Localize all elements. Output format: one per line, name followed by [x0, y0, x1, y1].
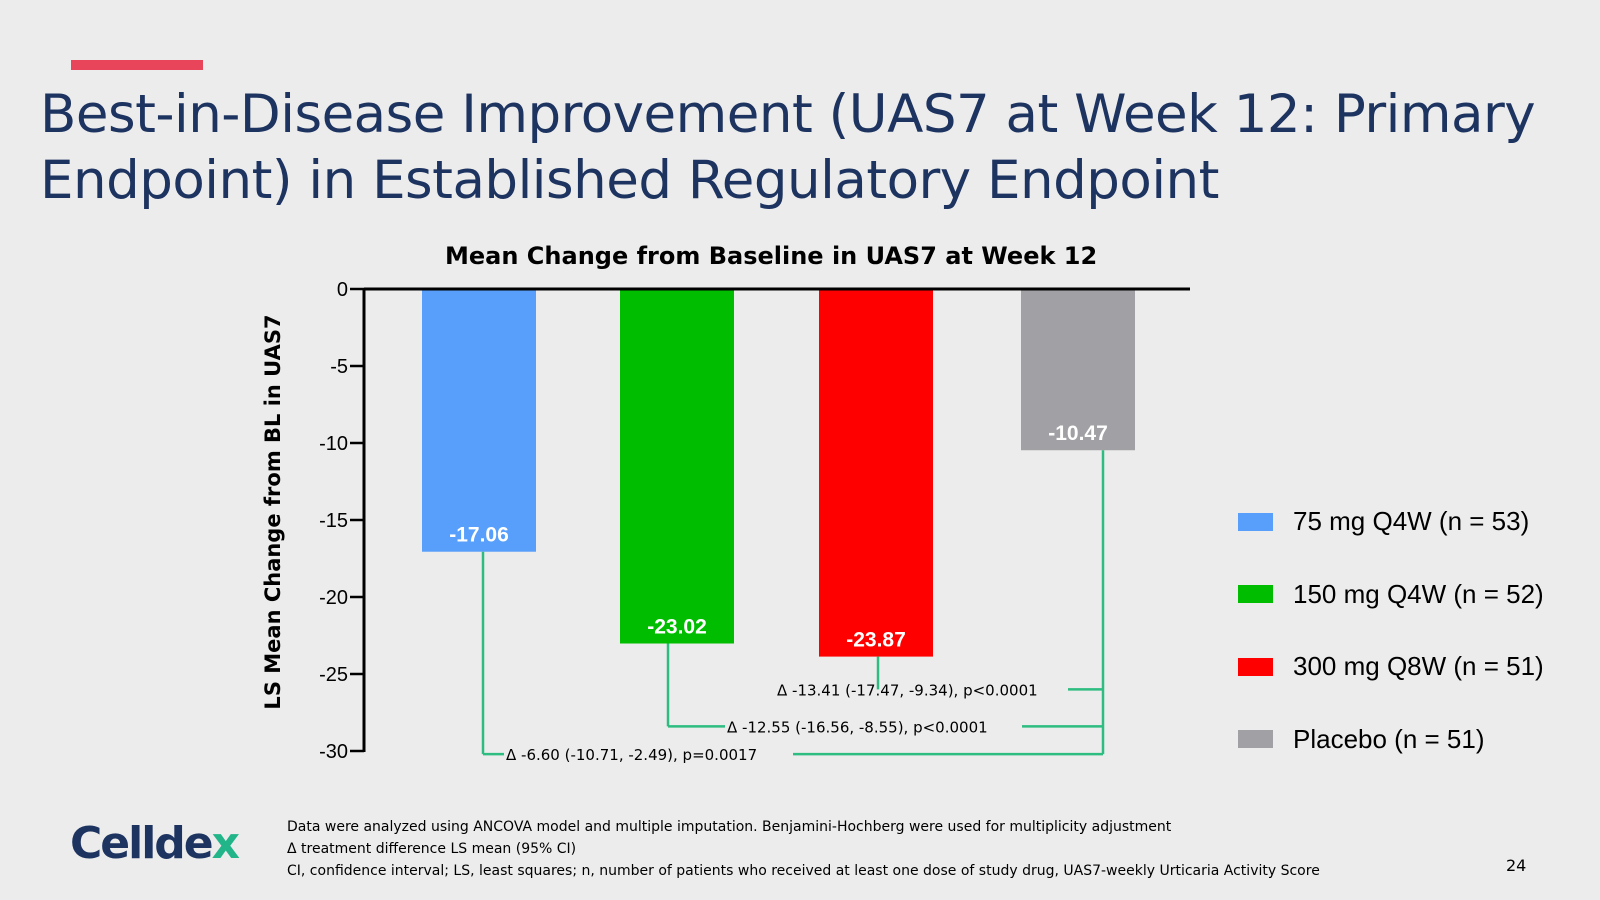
- bar-value-label: -10.47: [1048, 422, 1108, 445]
- title-accent-bar: [71, 60, 203, 70]
- bar: [1021, 289, 1135, 451]
- footnote-line: CI, confidence interval; LS, least squar…: [287, 863, 1320, 879]
- logo-text-x: x: [211, 818, 240, 869]
- bar: [422, 289, 536, 552]
- y-tick-label: -10: [319, 433, 348, 455]
- comparison-label: Δ -12.55 (-16.56, -8.55), p<0.0001: [727, 718, 988, 736]
- comparison-label: Δ -13.41 (-17.47, -9.34), p<0.0001: [777, 681, 1038, 699]
- legend-label: Placebo (n = 51): [1293, 723, 1485, 754]
- bar-value-label: -17.06: [449, 524, 509, 547]
- footnotes: Data were analyzed using ANCOVA model an…: [287, 816, 1467, 882]
- logo-text-main: Celld: [70, 818, 186, 869]
- legend-item: Placebo (n = 51): [1238, 724, 1485, 755]
- comparison-label: Δ -6.60 (-10.71, -2.49), p=0.0017: [506, 746, 757, 764]
- y-tick-label: 0: [337, 279, 348, 301]
- y-tick-label: -20: [319, 587, 348, 609]
- legend-item: 75 mg Q4W (n = 53): [1238, 506, 1529, 537]
- footnote-line: Data were analyzed using ANCOVA model an…: [287, 819, 1172, 835]
- footnote-line: Δ treatment difference LS mean (95% CI): [287, 841, 577, 857]
- page-number: 24: [1506, 856, 1527, 875]
- legend-swatch: [1238, 730, 1273, 748]
- logo-text-e: e: [183, 818, 214, 869]
- y-tick-label: -5: [330, 356, 348, 378]
- slide-title: Best-in-Disease Improvement (UAS7 at Wee…: [40, 84, 1536, 211]
- legend-swatch: [1238, 512, 1273, 531]
- y-tick-label: -25: [319, 664, 348, 686]
- bar-value-label: -23.87: [846, 629, 906, 652]
- legend-item: 300 mg Q8W (n = 51): [1238, 651, 1544, 682]
- legend-swatch: [1238, 657, 1273, 676]
- y-tick-label: -15: [319, 510, 348, 532]
- legend-swatch: [1238, 585, 1273, 603]
- bar: [819, 289, 933, 657]
- legend-label: 150 mg Q4W (n = 52): [1293, 578, 1544, 609]
- legend-item: 150 mg Q4W (n = 52): [1238, 579, 1544, 610]
- celldex-logo: Celldex: [70, 822, 240, 866]
- legend-label: 75 mg Q4W (n = 53): [1293, 506, 1530, 536]
- bar-value-label: -23.02: [647, 616, 707, 639]
- bar: [620, 289, 734, 644]
- chart-title: Mean Change from Baseline in UAS7 at Wee…: [445, 242, 1098, 270]
- y-tick-label: -30: [319, 741, 348, 763]
- legend-label: 300 mg Q8W (n = 51): [1293, 651, 1544, 681]
